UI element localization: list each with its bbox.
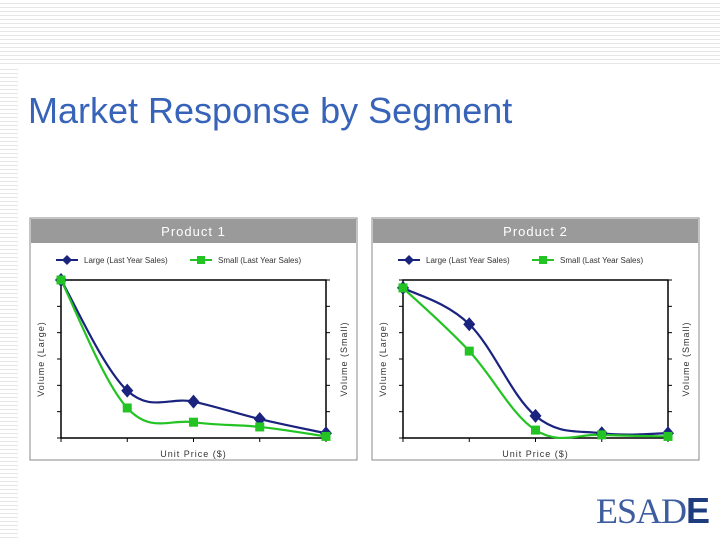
logo-accent: E bbox=[686, 490, 710, 531]
esade-logo: ESADE bbox=[596, 490, 710, 532]
chart-panel-2: Product 2 Large (Last Year Sales) Small (L… bbox=[371, 217, 700, 461]
data-point-small bbox=[398, 283, 408, 293]
left-stripe-band bbox=[0, 66, 18, 540]
legend-diamond-marker bbox=[62, 255, 72, 265]
slide-title: Market Response by Segment bbox=[28, 90, 513, 131]
x-axis-label: Unit Price ($) bbox=[502, 449, 569, 459]
data-point-small bbox=[663, 431, 673, 441]
y-axis-label: Volume (Large) bbox=[378, 321, 388, 397]
chart-title: Product 2 bbox=[503, 224, 568, 239]
series-line-small bbox=[60, 279, 327, 438]
data-point-small bbox=[321, 431, 331, 441]
chart-title: Product 1 bbox=[161, 224, 226, 239]
legend-label: Small (Last Year Sales) bbox=[218, 256, 301, 265]
y2-axis-label: Volume (Small) bbox=[339, 321, 349, 396]
data-point-large bbox=[529, 408, 542, 423]
data-point-small bbox=[56, 275, 66, 285]
data-point-small bbox=[464, 346, 474, 356]
data-point-large bbox=[187, 394, 200, 409]
data-point-large bbox=[463, 317, 476, 332]
x-axis-label: Unit Price ($) bbox=[160, 449, 227, 459]
data-point-small bbox=[255, 422, 265, 432]
y2-axis-label: Volume (Small) bbox=[681, 321, 691, 396]
legend-square-marker bbox=[539, 256, 547, 264]
data-point-large bbox=[121, 383, 134, 398]
legend-label: Large (Last Year Sales) bbox=[426, 256, 510, 265]
y-axis-label: Volume (Large) bbox=[36, 321, 46, 397]
data-point-small bbox=[122, 403, 132, 413]
data-point-small bbox=[189, 417, 198, 427]
chart-header-band bbox=[373, 219, 698, 243]
legend-square-marker bbox=[197, 256, 205, 264]
legend-label: Large (Last Year Sales) bbox=[84, 256, 168, 265]
logo-text: ESAD bbox=[596, 491, 687, 531]
chart-header-band bbox=[31, 219, 356, 243]
legend-label: Small (Last Year Sales) bbox=[560, 256, 643, 265]
plot-area bbox=[60, 279, 327, 439]
legend-diamond-marker bbox=[404, 255, 414, 265]
chart-panel-1: Product 1 Large (Last Year Sales) Small (L… bbox=[29, 217, 358, 461]
data-point-small bbox=[531, 425, 540, 435]
data-point-small bbox=[597, 430, 607, 440]
series-line-large bbox=[60, 279, 327, 435]
